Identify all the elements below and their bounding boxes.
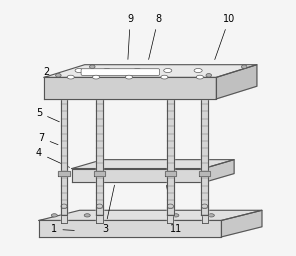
Text: 11: 11: [166, 185, 182, 234]
Ellipse shape: [206, 73, 212, 77]
Ellipse shape: [89, 65, 95, 69]
Ellipse shape: [133, 69, 141, 72]
Ellipse shape: [75, 69, 83, 72]
Polygon shape: [199, 170, 210, 176]
Ellipse shape: [61, 204, 67, 209]
Text: 8: 8: [149, 14, 161, 59]
Polygon shape: [216, 65, 257, 99]
Polygon shape: [61, 206, 67, 223]
Ellipse shape: [51, 214, 57, 217]
Text: 5: 5: [36, 108, 59, 122]
Ellipse shape: [126, 75, 133, 79]
Polygon shape: [44, 65, 257, 77]
Ellipse shape: [96, 204, 103, 209]
Polygon shape: [201, 96, 208, 215]
Ellipse shape: [167, 204, 173, 209]
Text: 10: 10: [215, 14, 235, 60]
Ellipse shape: [67, 75, 74, 79]
Polygon shape: [221, 210, 262, 237]
Ellipse shape: [242, 65, 247, 69]
Polygon shape: [61, 96, 67, 215]
Polygon shape: [165, 170, 176, 176]
Text: 4: 4: [36, 148, 70, 167]
Polygon shape: [96, 206, 103, 223]
Ellipse shape: [164, 69, 172, 72]
Text: 7: 7: [38, 133, 58, 145]
Polygon shape: [39, 210, 262, 220]
Polygon shape: [72, 160, 234, 168]
Polygon shape: [58, 170, 70, 176]
Text: 2: 2: [44, 67, 65, 81]
Ellipse shape: [208, 214, 214, 217]
Ellipse shape: [56, 73, 61, 77]
Ellipse shape: [92, 75, 99, 79]
Text: 3: 3: [102, 185, 115, 234]
Polygon shape: [167, 96, 174, 215]
Ellipse shape: [103, 69, 111, 72]
Ellipse shape: [161, 75, 168, 79]
Polygon shape: [167, 206, 173, 223]
FancyBboxPatch shape: [81, 69, 160, 75]
Text: 1: 1: [51, 224, 74, 234]
Ellipse shape: [173, 214, 179, 217]
Polygon shape: [39, 220, 221, 237]
Polygon shape: [72, 168, 204, 183]
Text: 9: 9: [127, 14, 133, 59]
Ellipse shape: [194, 69, 202, 72]
Ellipse shape: [202, 204, 208, 209]
Ellipse shape: [196, 75, 203, 79]
Polygon shape: [202, 206, 208, 223]
Polygon shape: [96, 96, 103, 215]
Polygon shape: [204, 160, 234, 183]
Polygon shape: [44, 77, 216, 99]
Ellipse shape: [84, 214, 90, 217]
Polygon shape: [94, 170, 105, 176]
